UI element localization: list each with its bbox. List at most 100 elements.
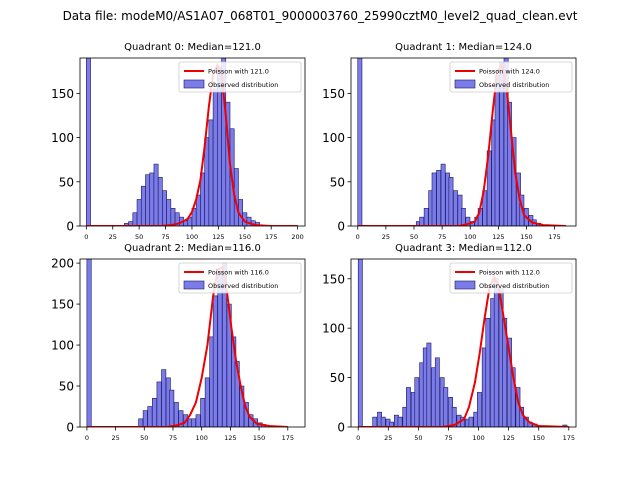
legend-label-poisson: Poisson with 121.0	[208, 68, 269, 76]
histogram-bar	[485, 317, 491, 427]
histogram-bar	[195, 414, 201, 427]
histogram-bar	[212, 88, 218, 226]
subplot-2: Quadrant 2: Median=116.0 0 25 50 75 100 125 150…	[51, 243, 306, 442]
histogram-bar	[204, 377, 210, 427]
y-tick-label: 0	[337, 220, 345, 234]
histogram-bar	[448, 177, 454, 226]
histogram-bar	[173, 402, 179, 427]
poisson-line	[358, 274, 569, 427]
histogram-bar	[86, 58, 91, 226]
histogram-bar	[389, 421, 395, 427]
legend-box	[178, 262, 302, 294]
histogram-bar	[440, 163, 446, 226]
x-tick-label: 125	[502, 434, 514, 442]
histogram-bar	[169, 389, 175, 427]
x-tick-label: 150	[520, 233, 532, 241]
histogram-bar	[86, 259, 92, 427]
y-tick-label: 100	[51, 131, 74, 145]
histogram-bar	[468, 416, 474, 427]
legend-bar-swatch	[454, 79, 476, 89]
histogram-bar	[357, 58, 363, 226]
subplot-title: Quadrant 3: Median=112.0	[395, 243, 532, 254]
x-tick-label: 25	[109, 233, 117, 241]
legend-bar-swatch	[183, 280, 205, 290]
x-tick-label: 75	[169, 434, 177, 442]
y-tick-label: 50	[59, 380, 74, 394]
x-tick-label: 25	[382, 233, 390, 241]
subplot-0: Quadrant 0: Median=121.0 0 25 50 75 100 125 150…	[51, 42, 306, 241]
histogram-bar	[145, 174, 151, 226]
legend-box	[178, 61, 302, 93]
plot-area	[86, 58, 298, 226]
legend: Poisson with 112.0 Observed distribution	[449, 262, 573, 294]
histogram-bar	[162, 190, 167, 226]
subplot-3: Quadrant 3: Median=112.0 0 25 50 75 100 125 150…	[322, 243, 577, 442]
histogram-bar	[493, 278, 499, 427]
histogram-bar	[166, 199, 172, 226]
y-tick-label: 100	[322, 322, 345, 336]
x-tick-label: 150	[532, 434, 544, 442]
histogram-bar	[380, 416, 386, 427]
plot-area	[86, 259, 288, 427]
histogram-bar	[372, 416, 378, 427]
y-tick-label: 150	[51, 298, 74, 312]
histogram-bar	[147, 406, 153, 427]
histogram-bar	[494, 75, 500, 226]
legend-label-observed: Observed distribution	[208, 282, 278, 290]
legend-bar-swatch	[454, 280, 476, 290]
histogram-bar	[152, 398, 157, 427]
histogram-bar	[436, 169, 442, 226]
x-tick-label: 0	[356, 434, 360, 442]
x-tick-label: 125	[212, 233, 224, 241]
y-tick-label: 0	[337, 421, 345, 435]
y-tick-label: 0	[66, 421, 74, 435]
x-tick-label: 75	[161, 233, 169, 241]
histogram-bar	[191, 418, 197, 427]
y-tick-label: 100	[51, 339, 74, 353]
x-tick-label: 75	[438, 233, 446, 241]
legend-label-poisson: Poisson with 116.0	[208, 269, 269, 277]
y-tick-label: 150	[322, 272, 345, 286]
x-tick-label: 150	[239, 233, 251, 241]
x-tick-label: 50	[414, 434, 422, 442]
x-tick-label: 25	[384, 434, 392, 442]
x-tick-label: 100	[186, 233, 198, 241]
legend: Poisson with 121.0 Observed distribution	[178, 61, 302, 93]
x-tick-label: 0	[84, 233, 88, 241]
histogram-bar	[414, 377, 420, 427]
histogram-bar	[136, 199, 142, 226]
x-tick-label: 50	[410, 233, 418, 241]
histogram-bar	[142, 410, 148, 427]
x-tick-label: 100	[472, 434, 484, 442]
x-tick-label: 125	[492, 233, 504, 241]
axes-frame	[350, 57, 577, 227]
legend-box	[449, 61, 573, 93]
histogram-bar	[132, 212, 138, 226]
legend-bar-swatch	[183, 79, 205, 89]
histogram-bar	[357, 259, 363, 427]
histogram-bar	[140, 185, 146, 226]
x-tick-label: 0	[85, 434, 89, 442]
x-tick-label: 125	[224, 434, 236, 442]
legend: Poisson with 124.0 Observed distribution	[449, 61, 573, 93]
histogram-bar	[443, 387, 449, 427]
axes-frame	[79, 258, 306, 428]
x-tick-label: 175	[548, 233, 560, 241]
histogram-bar	[156, 381, 162, 427]
histogram-bar	[138, 418, 144, 427]
y-tick-label: 200	[51, 257, 74, 271]
histogram-bar	[453, 190, 458, 226]
figure-suptitle: Data file: modeM0/AS1A07_068T01_90000037…	[63, 9, 578, 23]
y-tick-label: 50	[330, 175, 345, 189]
histogram-bar	[153, 163, 159, 226]
histogram-bar	[149, 172, 155, 226]
x-tick-label: 175	[563, 434, 575, 442]
histogram-bar	[161, 369, 167, 427]
histogram-bar	[423, 208, 429, 226]
legend-label-observed: Observed distribution	[479, 81, 549, 89]
subplot-title: Quadrant 0: Median=121.0	[124, 42, 261, 53]
legend-label-poisson: Poisson with 124.0	[479, 68, 540, 76]
x-tick-label: 50	[140, 434, 148, 442]
histogram-bar	[204, 137, 210, 226]
